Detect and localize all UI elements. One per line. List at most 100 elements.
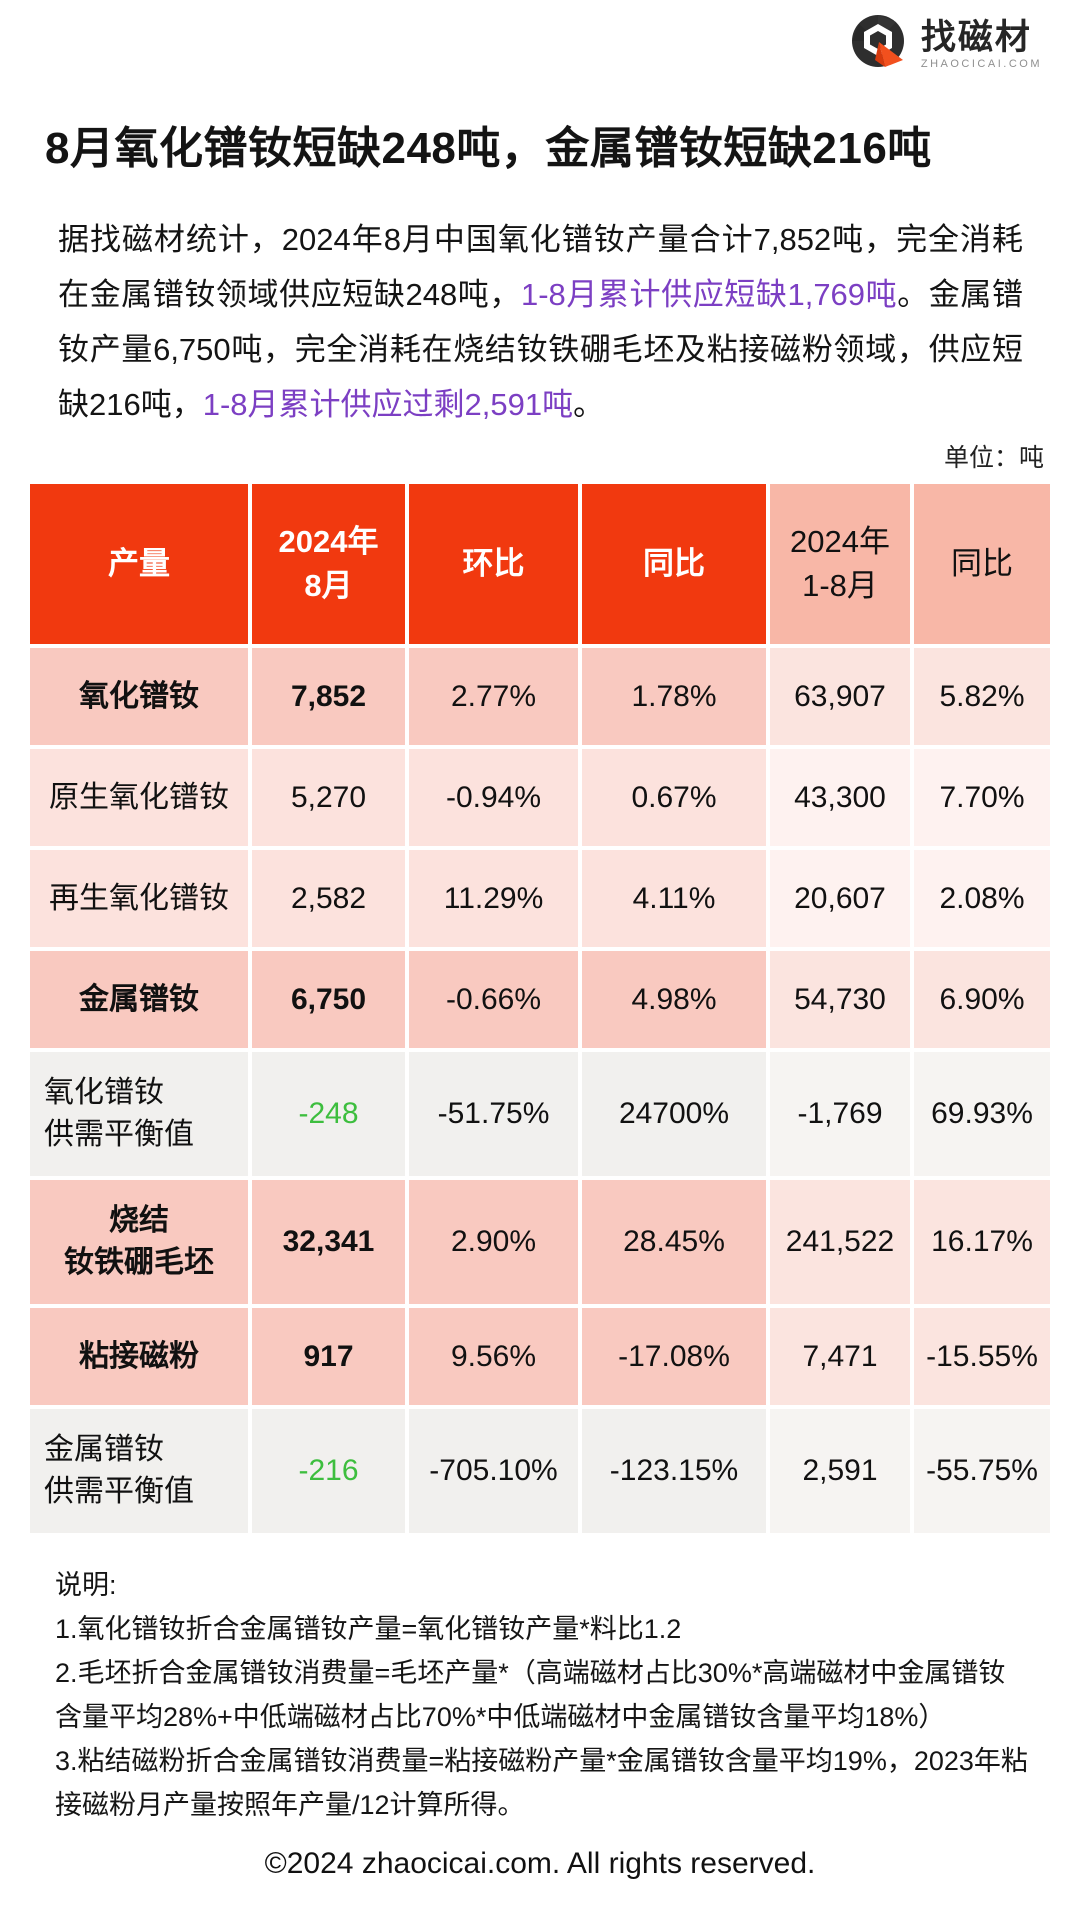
cell-value: 2.90% bbox=[409, 1180, 578, 1304]
row-label-line: 再生氧化镨钕 bbox=[49, 881, 229, 915]
header-cell-line: 8月 bbox=[304, 568, 353, 603]
header-cell-line: 同比 bbox=[643, 546, 705, 581]
intro-paragraph: 据找磁材统计，2024年8月中国氧化镨钕产量合计7,852吨，完全消耗在金属镨钕… bbox=[58, 212, 1023, 432]
cell-value: 0.67% bbox=[582, 749, 766, 846]
cell-value: -123.15% bbox=[582, 1409, 766, 1533]
cell-value: 63,907 bbox=[770, 648, 910, 745]
cell-value: 4.11% bbox=[582, 850, 766, 947]
cell-value: 7,852 bbox=[252, 648, 405, 745]
row-label: 原生氧化镨钕 bbox=[30, 749, 248, 846]
cell-value: 2,582 bbox=[252, 850, 405, 947]
notes-heading: 说明: bbox=[55, 1570, 117, 1600]
cell-value: -17.08% bbox=[582, 1308, 766, 1405]
row-label-line: 氧化镨钕 bbox=[79, 679, 199, 713]
row-label: 粘接磁粉 bbox=[30, 1308, 248, 1405]
header-cell-0: 产量 bbox=[30, 484, 248, 644]
cell-value: 241,522 bbox=[770, 1180, 910, 1304]
cell-value: -1,769 bbox=[770, 1052, 910, 1176]
header-cell-2: 环比 bbox=[409, 484, 578, 644]
cell-value: 11.29% bbox=[409, 850, 578, 947]
cell-value: -248 bbox=[252, 1052, 405, 1176]
table-row: 金属镨钕 6,750 -0.66% 4.98% 54,730 6.90% bbox=[30, 951, 1050, 1048]
row-label: 氧化镨钕 供需平衡值 bbox=[30, 1052, 248, 1176]
header-cell-line: 环比 bbox=[462, 546, 525, 581]
header-cell-5: 同比 bbox=[914, 484, 1050, 644]
table-row: 氧化镨钕 供需平衡值 -248 -51.75% 24700% -1,769 69.93% bbox=[30, 1052, 1050, 1176]
cell-value: -705.10% bbox=[409, 1409, 578, 1533]
cell-value: 2.08% bbox=[914, 850, 1050, 947]
row-label-line: 钕铁硼毛坯 bbox=[64, 1246, 214, 1279]
row-label-line: 金属镨钕 bbox=[44, 1433, 164, 1466]
cell-value: 7,471 bbox=[770, 1308, 910, 1405]
header-cell-1: 2024年 8月 bbox=[252, 484, 405, 644]
row-label: 金属镨钕 bbox=[30, 951, 248, 1048]
row-label-line: 烧结 bbox=[109, 1204, 169, 1237]
intro-text: 。金属镨钕产量6,750吨，完全消耗在烧结钕铁硼毛坯及粘接磁粉领域，供应短缺21… bbox=[58, 277, 1023, 422]
cell-value: 917 bbox=[252, 1308, 405, 1405]
row-label-line: 原生氧化镨钕 bbox=[49, 780, 229, 814]
row-label-line: 金属镨钕 bbox=[79, 982, 199, 1016]
cell-value: 2,591 bbox=[770, 1409, 910, 1533]
intro-highlight-text: 1-8月累计供应短缺1,769吨 bbox=[520, 277, 898, 312]
cell-value: 6.90% bbox=[914, 951, 1050, 1048]
page-title: 8月氧化镨钕短缺248吨，金属镨钕短缺216吨 bbox=[45, 124, 932, 173]
table-row: 金属镨钕 供需平衡值 -216 -705.10% -123.15% 2,591 -55.75… bbox=[30, 1409, 1050, 1533]
brand-domain: ZHAOCICAI.COM bbox=[920, 57, 1042, 70]
note-item: 1.氧化镨钕折合金属镨钕产量=氧化镨钕产量*料比1.2 bbox=[55, 1614, 682, 1644]
cell-value: 4.98% bbox=[582, 951, 766, 1048]
cell-value: 20,607 bbox=[770, 850, 910, 947]
cell-value: -55.75% bbox=[914, 1409, 1050, 1533]
cell-value: 6,750 bbox=[252, 951, 405, 1048]
table-row: 氧化镨钕 7,852 2.77% 1.78% 63,907 5.82% bbox=[30, 648, 1050, 745]
row-label-line: 粘接磁粉 bbox=[79, 1339, 199, 1373]
cell-value: 2.77% bbox=[409, 648, 578, 745]
header-cell-line: 1-8月 bbox=[802, 568, 878, 603]
table-row: 原生氧化镨钕 5,270 -0.94% 0.67% 43,300 7.70% bbox=[30, 749, 1050, 846]
cell-value: 32,341 bbox=[252, 1180, 405, 1304]
cell-value: 9.56% bbox=[409, 1308, 578, 1405]
table-row: 再生氧化镨钕 2,582 11.29% 4.11% 20,607 2.08% bbox=[30, 850, 1050, 947]
header-cell-4: 2024年 1-8月 bbox=[770, 484, 910, 644]
cell-value: 43,300 bbox=[770, 749, 910, 846]
table-header-row: 产量 2024年 8月 环比 同比 2024年 1-8月 同比 bbox=[30, 484, 1050, 644]
table-row: 粘接磁粉 917 9.56% -17.08% 7,471 -15.55% bbox=[30, 1308, 1050, 1405]
notes: 说明: 1.氧化镨钕折合金属镨钕产量=氧化镨钕产量*料比1.2 2.毛坯折合金属镨… bbox=[55, 1563, 1028, 1827]
cell-value: -51.75% bbox=[409, 1052, 578, 1176]
header-cell-line: 产量 bbox=[108, 546, 170, 581]
brand-name: 找磁材 bbox=[920, 17, 1032, 57]
row-label-line: 供需平衡值 bbox=[44, 1118, 194, 1151]
table-row: 烧结 钕铁硼毛坯 32,341 2.90% 28.45% 241,522 16.17% bbox=[30, 1180, 1050, 1304]
note-item: 2.毛坯折合金属镨钕消费量=毛坯产量*（高端磁材占比30%*高端磁材中金属镨钕含… bbox=[55, 1658, 1006, 1732]
notes-list: 1.氧化镨钕折合金属镨钕产量=氧化镨钕产量*料比1.2 2.毛坯折合金属镨钕消费量… bbox=[55, 1607, 1028, 1827]
cell-value: 16.17% bbox=[914, 1180, 1050, 1304]
header-cell-line: 2024年 bbox=[790, 524, 890, 559]
cell-value: 5,270 bbox=[252, 749, 405, 846]
intro-text: 据找磁材统计，2024年8月中国氧化镨钕产量合计7,852吨，完全消耗在金属镨钕… bbox=[58, 222, 1023, 312]
cell-value: 5.82% bbox=[914, 648, 1050, 745]
intro-highlight-text: 1-8月累计供应过剩2,591吨 bbox=[202, 387, 574, 422]
cell-value: 69.93% bbox=[914, 1052, 1050, 1176]
row-label: 再生氧化镨钕 bbox=[30, 850, 248, 947]
cell-value: 28.45% bbox=[582, 1180, 766, 1304]
row-label: 氧化镨钕 bbox=[30, 648, 248, 745]
row-label: 金属镨钕 供需平衡值 bbox=[30, 1409, 248, 1533]
cell-value: 54,730 bbox=[770, 951, 910, 1048]
intro-text: 。 bbox=[573, 387, 605, 422]
cell-value: -15.55% bbox=[914, 1308, 1050, 1405]
brand-logo: 找磁材 ZHAOCICAI.COM bbox=[851, 14, 1042, 74]
magnet-logo-icon bbox=[851, 15, 904, 67]
cell-value: -0.66% bbox=[409, 951, 578, 1048]
cell-value: -216 bbox=[252, 1409, 405, 1533]
row-label: 烧结 钕铁硼毛坯 bbox=[30, 1180, 248, 1304]
row-label-line: 氧化镨钕 bbox=[44, 1076, 164, 1109]
cell-value: -0.94% bbox=[409, 749, 578, 846]
header-cell-line: 2024年 bbox=[278, 524, 379, 559]
note-item: 3.粘结磁粉折合金属镨钕消费量=粘接磁粉产量*金属镨钕含量平均19%，2023年… bbox=[55, 1746, 1028, 1820]
brand-text: 找磁材 ZHAOCICAI.COM bbox=[920, 17, 1042, 70]
cell-value: 7.70% bbox=[914, 749, 1050, 846]
production-table: 产量 2024年 8月 环比 同比 2024年 1-8月 同比 氧化镨钕 7,852 2.77% 1… bbox=[30, 484, 1050, 1533]
header-cell-3: 同比 bbox=[582, 484, 766, 644]
unit-label: 单位：吨 bbox=[943, 444, 1044, 472]
cell-value: 1.78% bbox=[582, 648, 766, 745]
